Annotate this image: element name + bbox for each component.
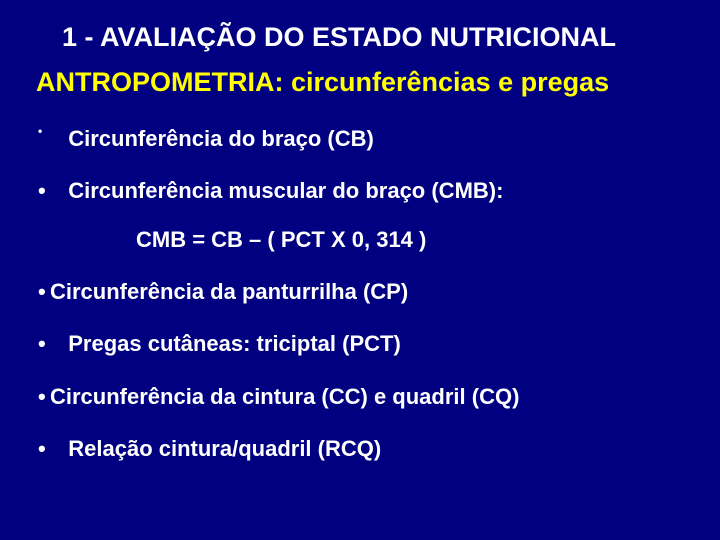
item-text: Circunferência do braço (CB): [68, 126, 374, 151]
slide-subtitle: ANTROPOMETRIA: circunferências e pregas: [36, 67, 692, 98]
item-text: Circunferência da panturrilha (CP): [50, 279, 408, 304]
item-text: Circunferência da cintura (CC) e quadril…: [50, 384, 519, 409]
bullet-icon: •: [38, 124, 56, 138]
item-text: Circunferência muscular do braço (CMB):: [68, 178, 503, 203]
list-item: • Pregas cutâneas: triciptal (PCT): [38, 331, 692, 357]
list-item: • Circunferência do braço (CB): [38, 126, 692, 152]
bullet-icon: •: [38, 384, 50, 410]
bullet-icon: •: [38, 279, 50, 305]
slide: 1 - AVALIAÇÃO DO ESTADO NUTRICIONAL ANTR…: [0, 0, 720, 540]
list-item: • Circunferência muscular do braço (CMB)…: [38, 178, 692, 204]
item-text: Relação cintura/quadril (RCQ): [68, 436, 381, 461]
slide-title: 1 - AVALIAÇÃO DO ESTADO NUTRICIONAL: [62, 22, 692, 53]
bullet-icon: •: [38, 178, 56, 204]
list-item: •Circunferência da panturrilha (CP): [38, 279, 692, 305]
content-area: • Circunferência do braço (CB) • Circunf…: [28, 126, 692, 462]
bullet-icon: •: [38, 331, 56, 357]
bullet-icon: •: [38, 436, 56, 462]
list-item: •Circunferência da cintura (CC) e quadri…: [38, 384, 692, 410]
item-text: Pregas cutâneas: triciptal (PCT): [68, 331, 401, 356]
formula-text: CMB = CB – ( PCT X 0, 314 ): [136, 227, 692, 253]
list-item: • Relação cintura/quadril (RCQ): [38, 436, 692, 462]
